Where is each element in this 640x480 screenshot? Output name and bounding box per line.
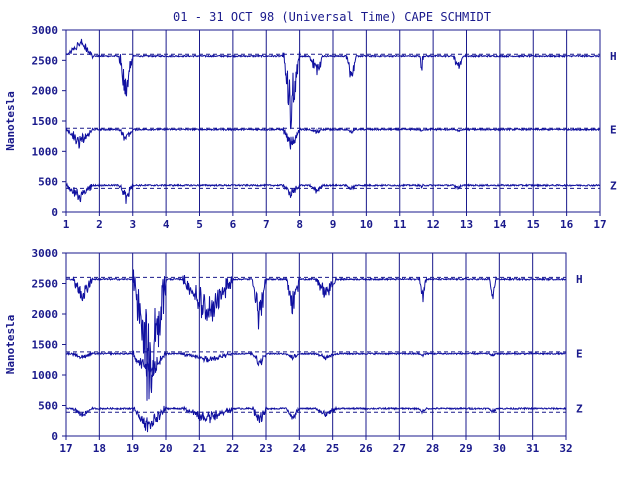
x-tick-label: 24 bbox=[293, 442, 307, 455]
x-tick-label: 32 bbox=[559, 442, 572, 455]
x-tick-label: 17 bbox=[59, 442, 72, 455]
component-label-h: H bbox=[576, 273, 583, 286]
trace-e bbox=[65, 127, 601, 150]
x-tick-label: 25 bbox=[326, 442, 339, 455]
component-label-z: Z bbox=[610, 179, 617, 192]
x-tick-label: 9 bbox=[330, 218, 337, 231]
top-panel: 1 2 3 4 5 6 7 8 9 10 11 12 13 14 15 16 17050010001500200… bbox=[4, 24, 617, 231]
x-tick-label: 1 bbox=[63, 218, 70, 231]
y-tick-label: 3000 bbox=[32, 24, 59, 37]
x-tick-label: 31 bbox=[526, 442, 540, 455]
y-tick-label: 1500 bbox=[32, 115, 59, 128]
y-axis-label: Nanotesla bbox=[4, 315, 17, 375]
y-tick-label: 2500 bbox=[32, 278, 59, 291]
x-tick-label: 26 bbox=[359, 442, 373, 455]
y-tick-label: 2500 bbox=[32, 54, 59, 67]
x-tick-label: 3 bbox=[129, 218, 136, 231]
y-tick-label: 500 bbox=[38, 176, 58, 189]
y-tick-label: 2000 bbox=[32, 308, 59, 321]
x-tick-label: 7 bbox=[263, 218, 270, 231]
x-tick-label: 23 bbox=[259, 442, 272, 455]
x-tick-label: 29 bbox=[459, 442, 472, 455]
trace-h bbox=[66, 269, 567, 401]
x-tick-label: 17 bbox=[593, 218, 606, 231]
x-tick-label: 15 bbox=[527, 218, 540, 231]
y-tick-label: 2000 bbox=[32, 85, 59, 98]
component-label-h: H bbox=[610, 50, 617, 63]
x-tick-label: 13 bbox=[460, 218, 473, 231]
x-tick-label: 4 bbox=[163, 218, 170, 231]
trace-z bbox=[65, 404, 567, 433]
y-tick-label: 3000 bbox=[32, 247, 59, 260]
chart-title: 01 - 31 OCT 98 (Universal Time) CAPE SCH… bbox=[173, 10, 491, 24]
x-tick-label: 28 bbox=[426, 442, 439, 455]
x-tick-label: 11 bbox=[393, 218, 407, 231]
x-tick-label: 20 bbox=[159, 442, 172, 455]
component-label-e: E bbox=[610, 123, 617, 136]
x-tick-label: 30 bbox=[493, 442, 506, 455]
x-tick-label: 8 bbox=[296, 218, 303, 231]
trace-h bbox=[65, 38, 600, 130]
trace-e bbox=[65, 350, 567, 377]
x-tick-label: 2 bbox=[96, 218, 103, 231]
x-tick-label: 19 bbox=[126, 442, 139, 455]
x-tick-label: 22 bbox=[226, 442, 239, 455]
x-tick-label: 21 bbox=[193, 442, 207, 455]
y-tick-label: 0 bbox=[51, 206, 58, 219]
x-tick-label: 27 bbox=[393, 442, 406, 455]
component-label-z: Z bbox=[576, 403, 583, 416]
component-label-e: E bbox=[576, 348, 583, 361]
y-tick-label: 1000 bbox=[32, 369, 59, 382]
x-tick-label: 5 bbox=[196, 218, 203, 231]
bottom-panel: 17 18 19 20 21 22 23 24 25 26 27 28 29 30 31 32 0 500 1000… bbox=[4, 247, 583, 455]
y-tick-label: 500 bbox=[38, 400, 58, 413]
x-tick-label: 12 bbox=[427, 218, 440, 231]
y-tick-label: 1000 bbox=[32, 145, 59, 158]
x-tick-label: 18 bbox=[93, 442, 106, 455]
trace-z bbox=[65, 182, 600, 204]
x-tick-label: 14 bbox=[493, 218, 507, 231]
y-axis-label: Nanotesla bbox=[4, 91, 17, 151]
x-tick-label: 10 bbox=[360, 218, 373, 231]
x-tick-label: 6 bbox=[230, 218, 237, 231]
x-tick-label: 16 bbox=[560, 218, 574, 231]
y-tick-label: 1500 bbox=[32, 339, 59, 352]
y-tick-label: 0 bbox=[51, 430, 58, 443]
